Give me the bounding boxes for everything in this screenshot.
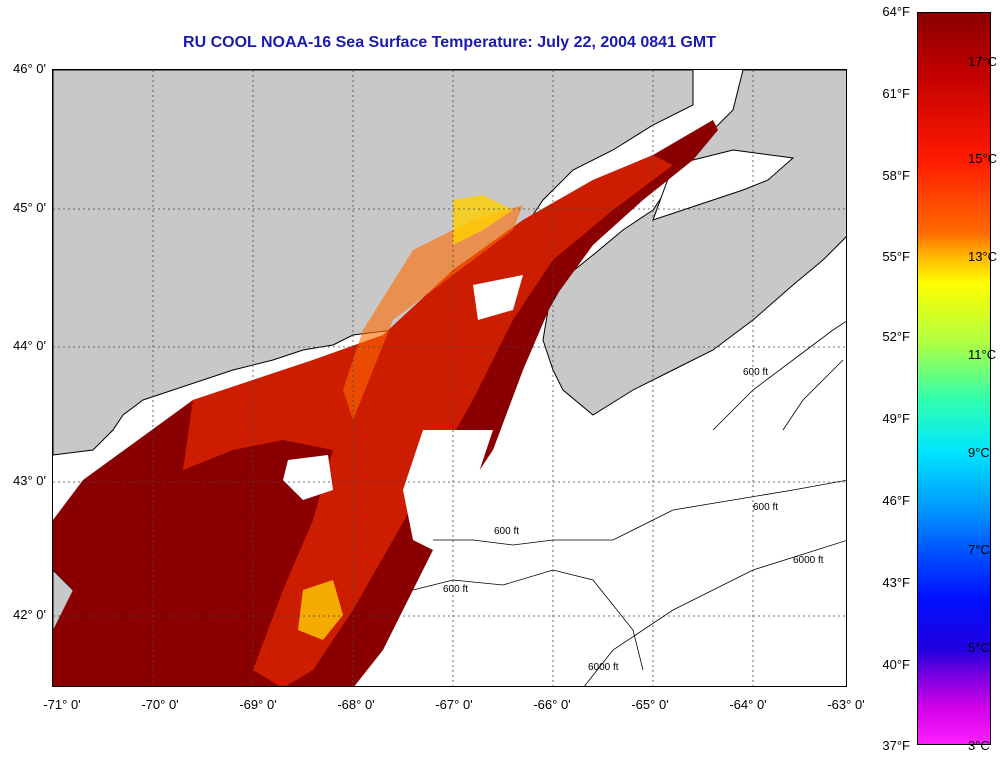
lon-label: -67° 0' [435,697,473,712]
colorbar-c-label: 13°C [968,249,998,264]
lat-label: 45° 0' [13,200,46,215]
colorbar-f-label: 37°F [882,738,910,753]
contour-label: 600 ft [753,502,778,513]
colorbar-f-label: 64°F [882,4,910,19]
lon-label: -64° 0' [729,697,767,712]
sst-swath-mid [343,205,523,420]
lon-label: -69° 0' [239,697,277,712]
map-title: RU COOL NOAA-16 Sea Surface Temperature:… [183,34,716,51]
contour-label: 6000 ft [588,662,619,673]
sst-swath-cool-south [298,580,343,640]
colorbar-f-label: 40°F [882,657,910,672]
colorbar-f-label: 55°F [882,249,910,264]
grid-lines [53,70,846,686]
cloud-gap-2 [283,455,333,500]
colorbar-c-label: 9°C [968,445,990,460]
colorbar-f-label: 43°F [882,575,910,590]
sst-map[interactable]: 600 ft 600 ft 600 ft 600 ft 6000 ft 6000… [52,69,847,687]
lat-label: 42° 0' [13,607,46,622]
lon-label: -71° 0' [43,697,81,712]
colorbar-f-label: 46°F [882,493,910,508]
lon-label: -66° 0' [533,697,571,712]
map-canvas: 600 ft 600 ft 600 ft 600 ft 6000 ft 6000… [53,70,846,686]
colorbar-f-label: 58°F [882,168,910,183]
cloud-gap-3 [473,275,523,320]
colorbar-c-label: 11°C [968,347,997,362]
bathymetry-contours [412,320,846,686]
lon-label: -68° 0' [337,697,375,712]
cloud-gap-1 [403,430,493,550]
lat-label: 46° 0' [13,61,46,76]
lat-label: 44° 0' [13,338,46,353]
bay-of-fundy-basin [652,149,795,221]
lon-label: -70° 0' [141,697,179,712]
contour-label: 6000 ft [793,555,824,566]
contour-label: 600 ft [443,584,468,595]
contour-labels: 600 ft 600 ft 600 ft 600 ft 6000 ft 6000… [443,367,824,673]
temperature-colorbar [917,12,991,745]
contour-label: 600 ft [494,526,519,537]
colorbar-c-label: 3°C [968,738,990,753]
sst-swath-hot [183,155,673,686]
colorbar-c-label: 5°C [968,640,990,655]
colorbar-c-label: 15°C [968,151,998,166]
lon-label: -65° 0' [631,697,669,712]
colorbar-c-label: 17°C [968,54,998,69]
lon-label: -63° 0' [827,697,865,712]
colorbar-c-label: 7°C [968,542,990,557]
colorbar-f-label: 52°F [882,329,910,344]
colorbar-f-label: 61°F [882,86,910,101]
colorbar-f-label: 49°F [882,411,910,426]
sst-swath-cool [453,195,513,245]
lat-label: 43° 0' [13,473,46,488]
contour-label: 600 ft [743,367,768,378]
